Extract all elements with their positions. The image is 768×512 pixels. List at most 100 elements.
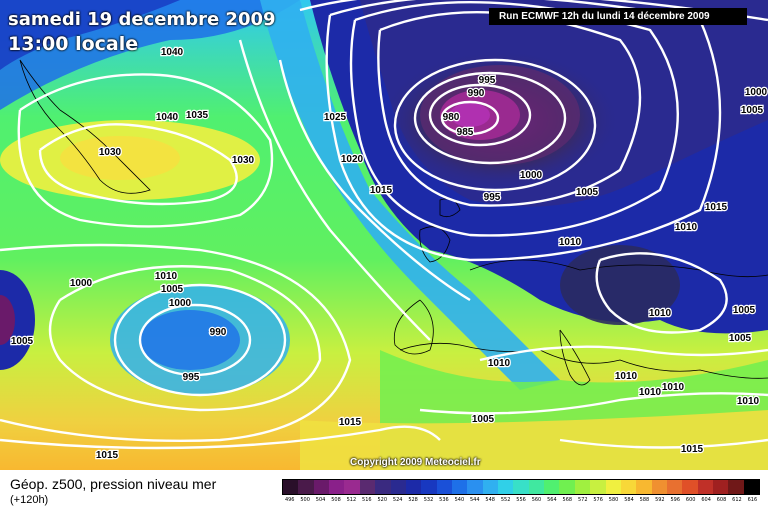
scale-tick-label: 592 [655,497,665,503]
isobar-value-label: 985 [457,127,474,138]
scale-tick-label: 608 [716,497,727,503]
isobar-value-label: 1015 [370,185,393,196]
scale-tick-label: 520 [377,497,388,503]
scale-swatch [697,480,714,494]
color-scale-swatches [282,479,760,495]
parameter-label: Géop. z500, pression niveau mer [10,476,217,492]
scale-tick-label: 548 [485,497,495,503]
isobar-value-label: 1000 [70,278,93,289]
isobar-labels: 1040 1040 1035 1030 1030 1025 1020 1015 995 990 98… [10,46,768,463]
scale-tick-label: 604 [701,497,711,503]
scale-tick-label: 528 [408,497,418,503]
scale-tick-label: 568 [562,497,573,503]
coastline-outlines [19,59,768,386]
scale-swatch [743,480,760,494]
isobar-value-label: 1005 [729,333,752,344]
isobar-value-label: 980 [443,112,460,123]
scale-swatch [728,480,744,494]
isobar-value-label: 995 [479,75,496,86]
color-scale: 496 500 504 508 512 516 520 524 528 532 536 540 544 5… [282,479,760,509]
scale-tick-label: 580 [608,497,619,503]
scale-tick-label: 500 [300,497,310,503]
isobar-value-label: 1010 [488,358,511,369]
scale-swatch [666,480,683,494]
scale-swatch [498,480,514,494]
scale-swatch [559,480,575,494]
copyright-text: Copyright 2009 Meteociel.fr [350,457,481,468]
isobar-value-label: 990 [210,327,227,338]
date-title: samedi 19 decembre 2009 [8,9,276,30]
scale-swatch [451,480,468,494]
scale-swatch [421,480,437,494]
scale-swatch [405,480,422,494]
isobar-value-label: 1010 [662,382,685,393]
scale-tick-label: 560 [531,497,542,503]
footer-legend: Géop. z500, pression niveau mer (+120h) … [0,470,768,512]
scale-swatch [467,480,483,494]
scale-swatch [636,480,652,494]
scale-tick-label: 516 [362,497,372,503]
isobar-value-label: 1010 [649,308,672,319]
scale-tick-label: 588 [639,497,650,503]
local-time-title: 13:00 locale [8,33,139,55]
scale-tick-label: 496 [284,497,295,503]
scale-tick-label: 552 [500,497,511,503]
isobar-value-label: 1005 [576,187,599,198]
scale-tick-label: 512 [346,497,357,503]
scale-tick-label: 612 [732,497,742,503]
isobar-value-label: 1030 [232,155,255,166]
isobar-value-label: 1010 [737,396,760,407]
scale-tick-label: 508 [331,497,341,503]
scale-swatch [329,480,345,494]
isobar-value-label: 1035 [186,110,209,121]
isobar-value-label: 1005 [741,105,764,116]
isobar-value-label: 1010 [675,222,698,233]
scale-tick-label: 524 [392,497,403,503]
isobar-value-label: 1000 [520,170,543,181]
scale-tick-label: 572 [577,497,588,503]
scale-swatch [544,480,560,494]
isobar-value-label: 1025 [324,112,347,123]
scale-swatch [344,480,360,494]
scale-tick-label: 532 [423,497,434,503]
scale-tick-label: 564 [547,497,557,503]
scale-swatch [436,480,452,494]
isobar-value-label: 1010 [615,371,638,382]
scale-tick-label: 576 [593,497,603,503]
scale-swatch [482,480,499,494]
scale-swatch [298,480,314,494]
scale-tick-label: 616 [747,497,758,503]
isobar-value-label: 1005 [472,414,495,425]
scale-tick-label: 596 [670,497,681,503]
lead-time-label: (+120h) [10,494,49,506]
scale-swatch [605,480,621,494]
isobar-value-label: 1015 [339,417,362,428]
scale-tick-label: 584 [624,497,634,503]
scale-swatch [620,480,637,494]
pressure-map: 1040 1040 1035 1030 1030 1025 1020 1015 995 990 98… [0,0,768,470]
isobar-value-label: 1010 [559,237,582,248]
scale-swatch [651,480,667,494]
isobar-value-label: 1010 [639,387,662,398]
color-scale-labels: 496 500 504 508 512 516 520 524 528 532 536 540 544 5… [282,497,760,503]
scale-swatch [390,480,406,494]
scale-swatch [574,480,591,494]
scale-tick-label: 536 [439,497,449,503]
isobar-value-label: 1005 [161,284,184,295]
scale-swatch [713,480,729,494]
scale-swatch [313,480,330,494]
scale-tick-label: 600 [685,497,696,503]
isobar-value-label: 1010 [155,271,178,282]
scale-swatch [513,480,529,494]
scale-swatch [283,480,299,494]
isobar-value-label: 1015 [681,444,704,455]
isobar-value-label: 1000 [169,298,192,309]
run-info-box: Run ECMWF 12h du lundi 14 décembre 2009 [489,8,747,25]
isobar-value-label: 1015 [96,450,119,461]
scale-swatch [359,480,376,494]
scale-swatch [590,480,606,494]
isobar-value-label: 1040 [161,47,184,58]
scale-swatch [682,480,698,494]
scale-tick-label: 544 [470,497,480,503]
